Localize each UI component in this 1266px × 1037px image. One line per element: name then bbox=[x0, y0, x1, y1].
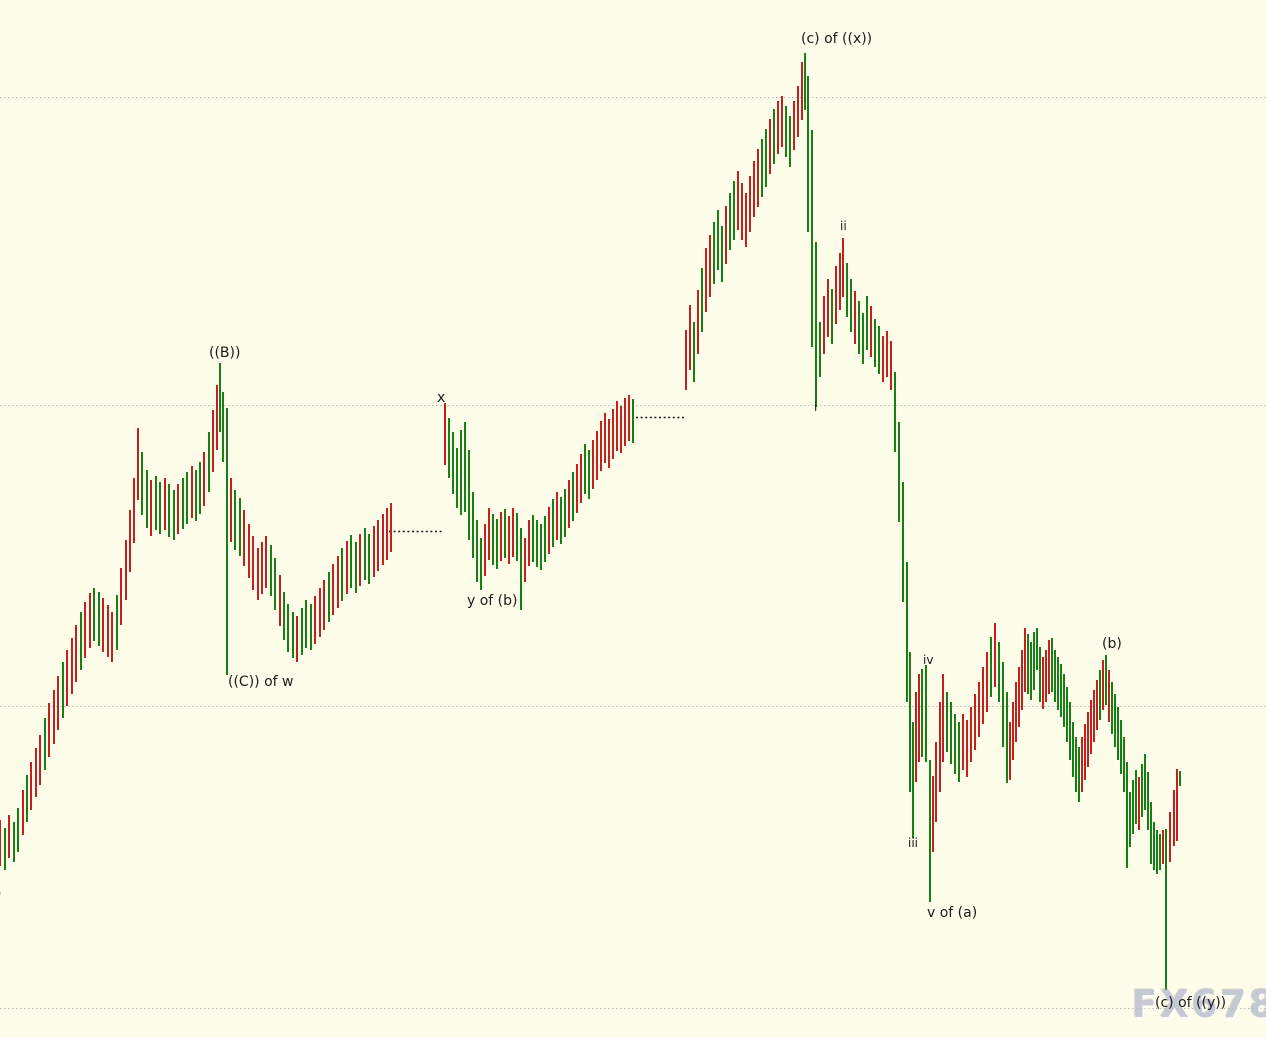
dotted-level-markers bbox=[389, 416, 684, 533]
up-price-bars bbox=[0, 62, 1178, 866]
down-price-bars bbox=[4, 53, 1181, 990]
gridlines bbox=[0, 97, 1266, 1009]
